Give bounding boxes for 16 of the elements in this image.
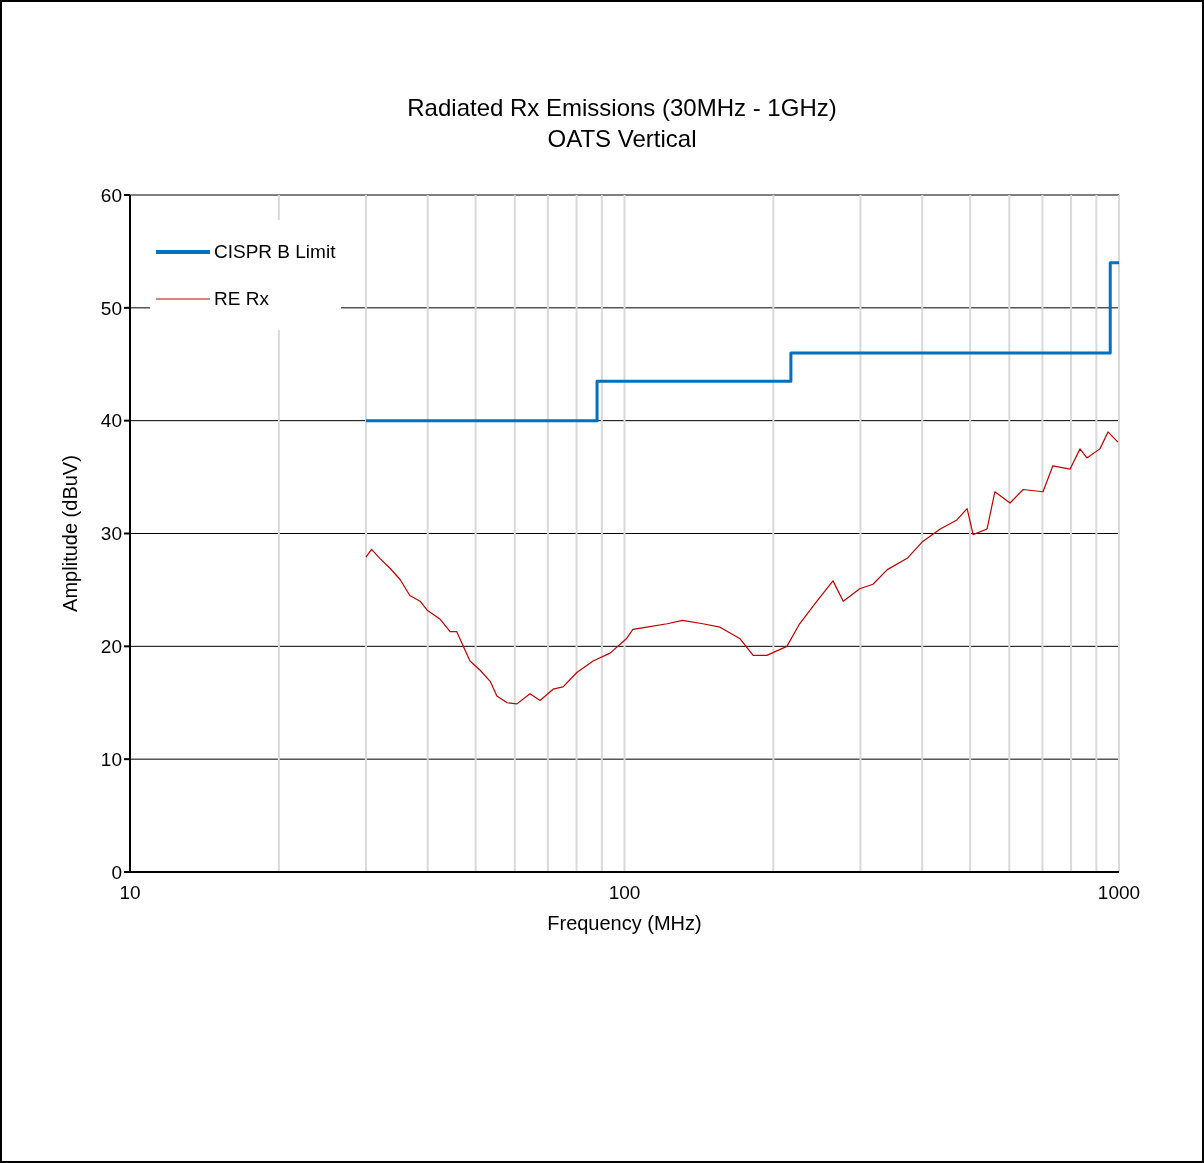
y-tick-label: 30 xyxy=(100,523,122,545)
legend-label: CISPR B Limit xyxy=(214,240,336,263)
y-tick-label: 0 xyxy=(111,861,122,883)
x-axis-title: Frequency (MHz) xyxy=(547,912,702,934)
y-tick-label: 50 xyxy=(100,297,122,319)
y-tick-label: 20 xyxy=(100,636,122,658)
y-tick-label: 40 xyxy=(100,410,122,432)
x-tick-label: 1000 xyxy=(1097,882,1141,904)
chart-subtitle: OATS Vertical xyxy=(546,124,698,154)
chart-title: Radiated Rx Emissions (30MHz - 1GHz) xyxy=(406,93,838,123)
legend-label: RE Rx xyxy=(214,287,269,310)
y-tick-label: 60 xyxy=(100,184,122,206)
y-tick-label: 10 xyxy=(100,748,122,770)
y-axis-title: Amplitude (dBuV) xyxy=(59,455,82,612)
x-tick-label: 10 xyxy=(119,882,141,904)
x-tick-label: 100 xyxy=(608,882,641,904)
